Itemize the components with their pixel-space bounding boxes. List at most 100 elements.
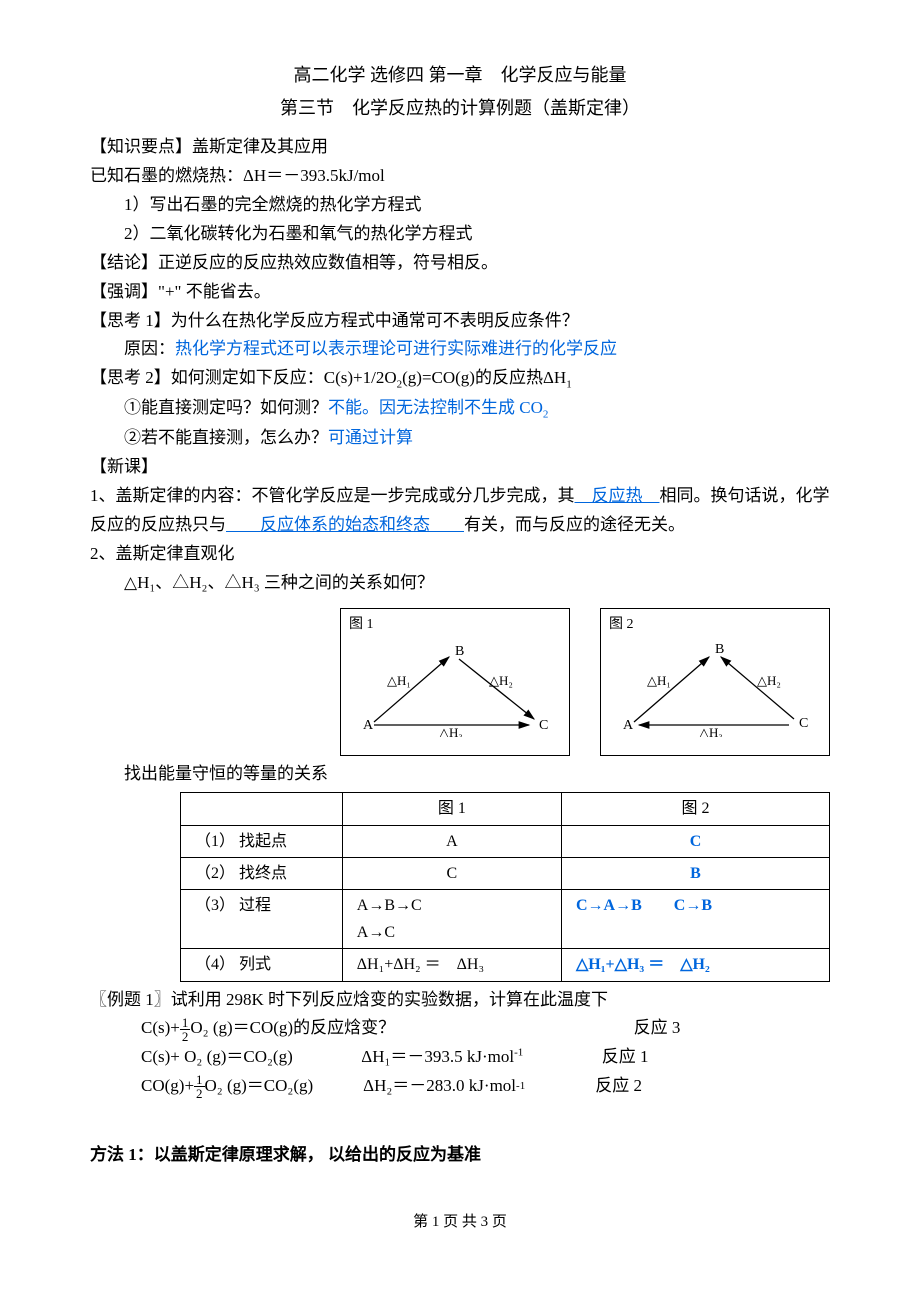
- r1-c2: C: [561, 825, 829, 857]
- fig1-edge-dh1: △H₁: [387, 673, 411, 688]
- title-main: 高二化学 选修四 第一章 化学反应与能量: [90, 60, 830, 91]
- eq2-sup: -1: [516, 1077, 525, 1096]
- fig1-node-b: B: [455, 644, 464, 659]
- hess-prefix: 1、盖斯定律的内容：不管化学反应是一步完成或分几步完成，其: [90, 486, 575, 505]
- frac-half-2: 12: [194, 1073, 205, 1100]
- eq1-lhs: C(s)+ O₂ (g)＝CO₂(g): [141, 1047, 293, 1066]
- r3-c1: A→B→C A→C: [342, 889, 561, 948]
- think2-q1-prefix: ①能直接测定吗？如何测？: [124, 398, 328, 417]
- r2-c1: C: [342, 857, 561, 889]
- think1-text: 为什么在热化学反应方程式中通常可不表明反应条件？: [171, 311, 579, 330]
- r3-c1a: A→B→C: [357, 892, 547, 919]
- think1-reason-body: 热化学方程式还可以表示理论可进行实际难进行的化学反应: [175, 339, 617, 358]
- figure-2-svg: A B C △H₁ △H₂ △H₃: [609, 637, 819, 737]
- think2-text-p2: (g)=CO(g)的反应热ΔH: [402, 368, 566, 387]
- frac-half-1: 12: [180, 1016, 191, 1043]
- fig1-edge-dh3: △H₃: [439, 725, 463, 737]
- r4-c2: △H₁+△H₃ ＝ △H₂: [561, 949, 829, 981]
- table-row-header: 图 1 图 2: [181, 793, 830, 825]
- eq-target: C(s)+12O₂ (g)＝CO(g)的反应焓变？ 反应 3: [90, 1014, 830, 1043]
- hess-content: 1、盖斯定律的内容：不管化学反应是一步完成或分几步完成，其 反应热 相同。换句话…: [90, 482, 830, 540]
- find-relation: 找出能量守恒的等量的关系: [90, 760, 830, 789]
- table-row-4: （4） 列式 ΔH₁+ΔH₂ ＝ ΔH₃ △H₁+△H₃ ＝ △H₂: [181, 949, 830, 981]
- think2-q1-co2sub: 2: [543, 409, 549, 421]
- list-item-1: 1）写出石墨的完全燃烧的热化学方程式: [90, 191, 830, 220]
- hdr-blank: [181, 793, 343, 825]
- table-row-2: （2） 找终点 C B: [181, 857, 830, 889]
- fig2-node-a: A: [623, 718, 634, 733]
- eq2-lhs-prefix: CO(g)+: [141, 1072, 194, 1101]
- think2-q1: ①能直接测定吗？如何测？不能。因无法控制不生成 CO2: [90, 394, 830, 424]
- hess-blank1: 反应热: [575, 486, 660, 505]
- emphasis: 【强调】"+" 不能省去。: [90, 278, 830, 307]
- eq1-tag: 反应 1: [602, 1047, 649, 1066]
- figure-1-svg: A B C △H₁ △H₂ △H₃: [349, 637, 559, 737]
- example1-label: 〖例题 1〗: [90, 990, 171, 1009]
- eq-t-prefix: C(s)+: [141, 1018, 180, 1037]
- fig2-node-b: B: [715, 642, 724, 657]
- knowledge-heading: 【知识要点】盖斯定律及其应用: [90, 133, 830, 162]
- think2-label: 【思考 2】: [90, 368, 171, 387]
- think2: 【思考 2】如何测定如下反应：C(s)+1/2O2(g)=CO(g)的反应热ΔH…: [90, 364, 830, 394]
- r2-label: （2） 找终点: [181, 857, 343, 889]
- r4-c1: ΔH₁+ΔH₂ ＝ ΔH₃: [342, 949, 561, 981]
- think2-q2-ans: 可通过计算: [328, 428, 413, 447]
- graphite-combustion: 已知石墨的燃烧热：ΔH＝－393.5kJ/mol: [90, 162, 830, 191]
- example1: 〖例题 1〗试利用 298K 时下列反应焓变的实验数据，计算在此温度下: [90, 986, 830, 1015]
- think1-reason: 原因：热化学方程式还可以表示理论可进行实际难进行的化学反应: [90, 335, 830, 364]
- r4-label: （4） 列式: [181, 949, 343, 981]
- r3-c2: C→A→B C→B: [561, 889, 829, 948]
- hdr-fig1: 图 1: [342, 793, 561, 825]
- figure-2: 图 2 A B C △H₁ △H₂ △H₃: [600, 608, 830, 756]
- conclusion: 【结论】正逆反应的反应热效应数值相等，符号相反。: [90, 249, 830, 278]
- think2-q2: ②若不能直接测，怎么办？可通过计算: [90, 424, 830, 453]
- eq-t-tag: 反应 3: [634, 1018, 681, 1037]
- figure-1: 图 1 A B C △H₁ △H₂ △H₃: [340, 608, 570, 756]
- fig1-node-c: C: [539, 718, 548, 733]
- fig2-edge-dh2: △H₂: [757, 673, 781, 688]
- fig2-node-c: C: [799, 716, 808, 731]
- method-1-heading: 方法 1：以盖斯定律原理求解， 以给出的反应为基准: [90, 1141, 830, 1170]
- fig2-edge-dh1: △H₁: [647, 673, 671, 688]
- fig2-edge-dh3: △H₃: [699, 725, 723, 737]
- figure-2-label: 图 2: [609, 613, 821, 637]
- r3-c2a: C→A→B: [576, 897, 642, 914]
- think1-label: 【思考 1】: [90, 311, 171, 330]
- eq2-lhs-suffix: O₂ (g)＝CO₂(g): [205, 1072, 314, 1101]
- r1-label: （1） 找起点: [181, 825, 343, 857]
- eq2-dh: ΔH₂＝－283.0 kJ·mol: [363, 1072, 516, 1101]
- fig1-node-a: A: [363, 718, 374, 733]
- eq-t-mid: O₂ (g)＝CO(g)的反应焓变？: [190, 1018, 395, 1037]
- new-course: 【新课】: [90, 453, 830, 482]
- think2-sub-h1: 1: [566, 379, 572, 391]
- hdr-fig2: 图 2: [561, 793, 829, 825]
- eq2-tag: 反应 2: [595, 1072, 642, 1101]
- figures-row: 图 1 A B C △H₁ △H₂ △H₃ 图 2: [90, 608, 830, 756]
- r1-c1: A: [342, 825, 561, 857]
- hess-visual-question: △H₁、△H₂、△H₃ 三种之间的关系如何？: [90, 569, 830, 598]
- eq1-sup: -1: [514, 1047, 523, 1059]
- think2-q2-prefix: ②若不能直接测，怎么办？: [124, 428, 328, 447]
- eq1: C(s)+ O₂ (g)＝CO₂(g) ΔH₁＝－393.5 kJ·mol-1 …: [90, 1043, 830, 1072]
- figure-1-label: 图 1: [349, 613, 561, 637]
- relations-table: 图 1 图 2 （1） 找起点 A C （2） 找终点 C B （3） 过程 A…: [180, 792, 830, 981]
- fig1-edge-dh2: △H₂: [489, 673, 513, 688]
- eq1-dh: ΔH₁＝－393.5 kJ·mol: [361, 1047, 514, 1066]
- hess-visual-heading: 2、盖斯定律直观化: [90, 540, 830, 569]
- list-item-2: 2）二氧化碳转化为石墨和氧气的热化学方程式: [90, 220, 830, 249]
- eq2: CO(g)+ 12O₂ (g)＝CO₂(g) ΔH₂＝－283.0 kJ·mol…: [90, 1072, 830, 1101]
- example1-text: 试利用 298K 时下列反应焓变的实验数据，计算在此温度下: [171, 990, 608, 1009]
- hess-end: 有关，而与反应的途径无关。: [464, 515, 685, 534]
- think1: 【思考 1】为什么在热化学反应方程式中通常可不表明反应条件？: [90, 307, 830, 336]
- title-sub: 第三节 化学反应热的计算例题（盖斯定律）: [90, 93, 830, 124]
- think2-q1-ans: 不能。因无法控制不生成 CO: [328, 398, 543, 417]
- table-row-1: （1） 找起点 A C: [181, 825, 830, 857]
- r3-c2b: C→B: [674, 897, 712, 914]
- r3-c1b: A→C: [357, 919, 547, 946]
- think2-text-p1: 如何测定如下反应：C(s)+1/2O: [171, 368, 397, 387]
- page-footer: 第 1 页 共 3 页: [90, 1210, 830, 1236]
- r2-c2: B: [561, 857, 829, 889]
- think1-reason-prefix: 原因：: [124, 339, 175, 358]
- r3-label: （3） 过程: [181, 889, 343, 948]
- hess-blank2: 反应体系的始态和终态: [226, 515, 464, 534]
